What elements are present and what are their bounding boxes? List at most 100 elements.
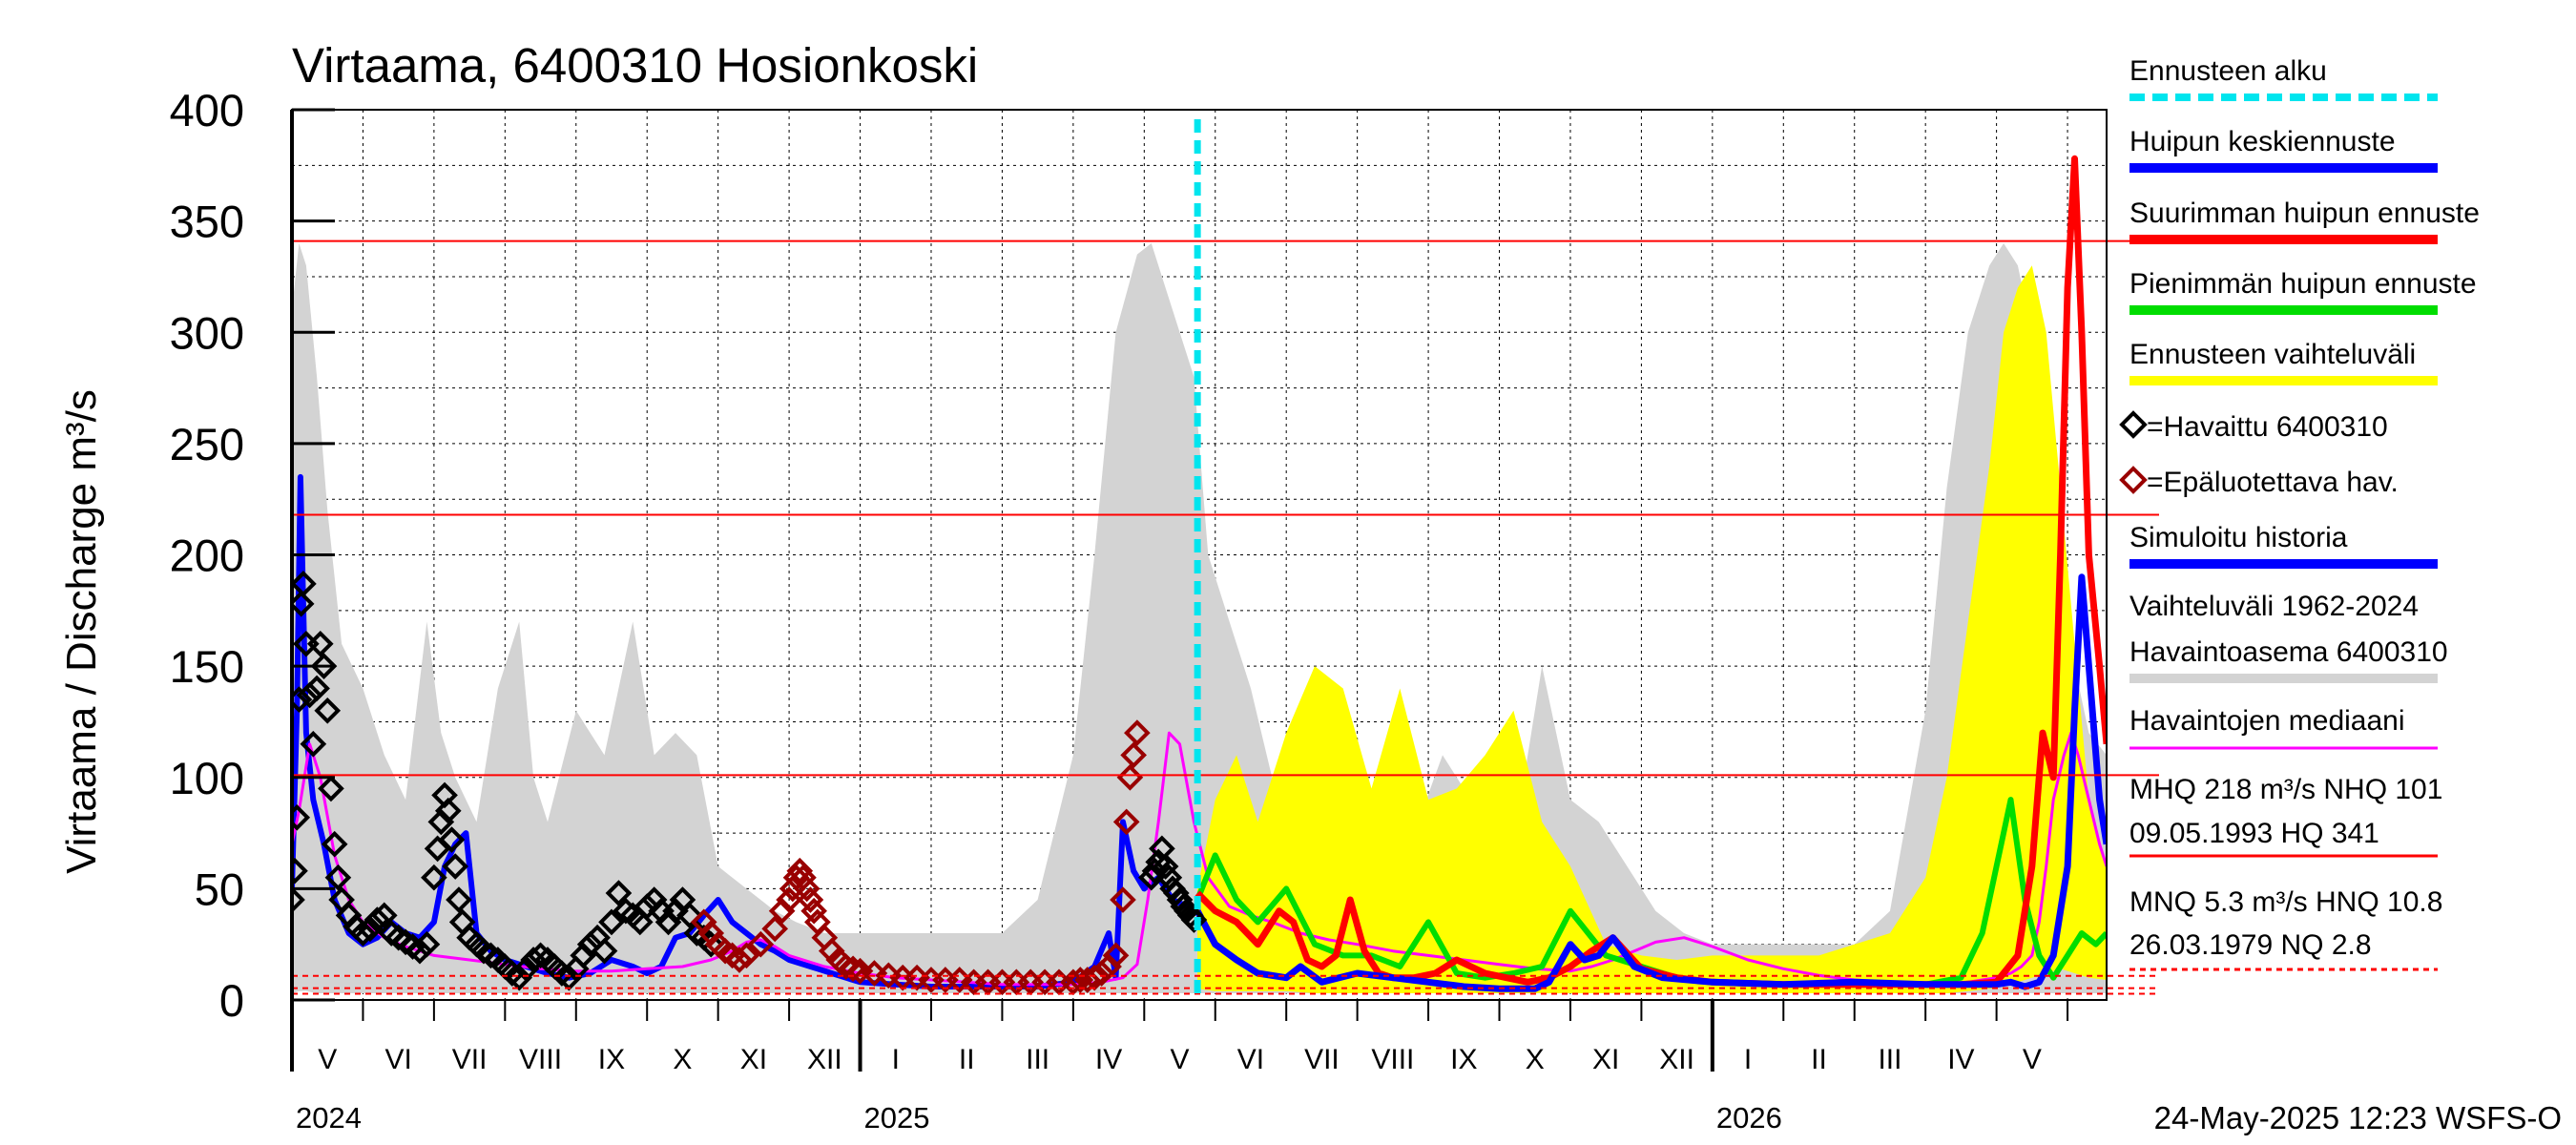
data-point <box>446 886 472 913</box>
data-point <box>296 681 323 709</box>
points-ep-luotettava-hav- <box>690 719 1151 996</box>
plot-area <box>292 110 2159 1000</box>
legend-label-secondary: 26.03.1979 NQ 2.8 <box>2129 929 2372 961</box>
data-point <box>1180 906 1208 933</box>
x-year-label: 2026 <box>1716 1101 1782 1135</box>
data-point <box>733 942 760 969</box>
data-point <box>364 906 391 933</box>
data-point <box>318 775 344 802</box>
data-point <box>640 886 668 913</box>
data-point <box>790 864 817 891</box>
chart-title: Virtaama, 6400310 Hosionkoski <box>292 38 978 93</box>
legend: Ennusteen alku Huipun keskiennuste Suurimm… <box>2119 55 2480 971</box>
data-point <box>292 803 311 831</box>
points-havaittu-6400310 <box>292 570 1208 991</box>
data-point <box>840 955 866 983</box>
y-tick-label: 200 <box>170 531 244 581</box>
x-month-label: IX <box>598 1044 625 1075</box>
y-tick-label: 100 <box>170 753 244 803</box>
data-point <box>1120 741 1147 769</box>
data-point <box>292 857 308 885</box>
legend-label: Huipun keskiennuste <box>2129 126 2396 157</box>
series-group <box>292 155 2107 996</box>
x-year-label: 2025 <box>864 1101 930 1135</box>
data-point <box>662 897 689 925</box>
data-point <box>506 964 533 991</box>
data-point <box>292 886 305 913</box>
x-month-label: VI <box>384 1044 411 1075</box>
band-vaihteluv-li-1962-2024-havaintoasema-6400310 <box>292 243 2107 993</box>
data-point <box>690 908 717 936</box>
y-tick-label: 350 <box>170 197 244 247</box>
data-point <box>300 730 327 758</box>
x-year-label: 2024 <box>296 1101 362 1135</box>
x-month-label: VI <box>1237 1044 1264 1075</box>
y-axis-label: Virtaama / Discharge m³/s <box>58 389 105 874</box>
x-month-label: XI <box>1592 1044 1619 1075</box>
x-month-label: VII <box>1304 1044 1340 1075</box>
data-point <box>800 897 827 925</box>
y-tick-label: 50 <box>195 864 244 914</box>
data-point <box>427 808 455 836</box>
x-month-label: II <box>1811 1044 1827 1075</box>
data-point <box>413 930 441 958</box>
data-point <box>697 930 725 958</box>
x-month-label: IV <box>1095 1044 1122 1075</box>
data-point <box>1095 953 1122 980</box>
legend-label: =Havaittu 6400310 <box>2147 411 2388 443</box>
data-point <box>442 853 469 880</box>
x-month-label: II <box>959 1044 975 1075</box>
data-point <box>797 886 824 913</box>
legend-label: Ennusteen alku <box>2129 55 2327 87</box>
data-point <box>292 590 315 617</box>
x-month-label: XII <box>807 1044 842 1075</box>
legend-label-secondary: 09.05.1993 HQ 341 <box>2129 818 2379 849</box>
legend-label-secondary: Havaintoasema 6400310 <box>2129 636 2448 668</box>
data-point <box>310 653 338 679</box>
data-point <box>832 953 860 980</box>
data-point <box>726 947 753 973</box>
legend-label: Pienimmän huipun ennuste <box>2129 268 2477 300</box>
legend-label: =Epäluotettava hav. <box>2147 467 2399 498</box>
data-point <box>761 915 789 943</box>
data-point <box>768 897 796 925</box>
data-point <box>747 930 775 958</box>
data-point <box>303 675 330 702</box>
x-month-label: VII <box>452 1044 488 1075</box>
x-month-label: III <box>1026 1044 1049 1075</box>
x-month-label: VIII <box>1371 1044 1414 1075</box>
legend-label: Havaintojen mediaani <box>2129 705 2405 737</box>
x-month-label: X <box>673 1044 692 1075</box>
x-month-label: I <box>1744 1044 1752 1075</box>
data-point <box>292 570 317 597</box>
x-month-label: XII <box>1659 1044 1694 1075</box>
legend-marker <box>2119 410 2148 439</box>
data-point <box>654 908 682 936</box>
data-point <box>314 697 342 724</box>
x-month-label: V <box>1171 1044 1190 1075</box>
data-point <box>321 830 348 858</box>
data-point <box>1088 960 1115 987</box>
legend-label: Simuloitu historia <box>2129 522 2348 553</box>
x-month-label: V <box>318 1044 337 1075</box>
data-point <box>570 942 597 969</box>
legend-label: MHQ 218 m³/s NHQ 101 <box>2129 774 2442 805</box>
data-point <box>434 797 462 824</box>
x-month-label: X <box>1526 1044 1545 1075</box>
data-point <box>438 826 466 853</box>
data-point <box>357 915 384 943</box>
data-point <box>406 937 433 965</box>
legend-label: Vaihteluväli 1962-2024 <box>2129 591 2419 622</box>
timestamp-footer: 24-May-2025 12:23 WSFS-O <box>2154 1100 2562 1135</box>
band-ennusteen-vaihteluv-li <box>1197 265 2107 993</box>
y-tick-label: 300 <box>170 307 244 358</box>
data-point <box>793 875 821 903</box>
y-tick-label: 0 <box>219 975 244 1026</box>
data-point <box>370 902 398 929</box>
data-point <box>598 908 625 936</box>
series-line-huipun-keskiennuste <box>1195 573 2107 992</box>
data-point <box>697 920 725 947</box>
data-point <box>605 880 633 906</box>
data-point <box>1110 886 1136 913</box>
